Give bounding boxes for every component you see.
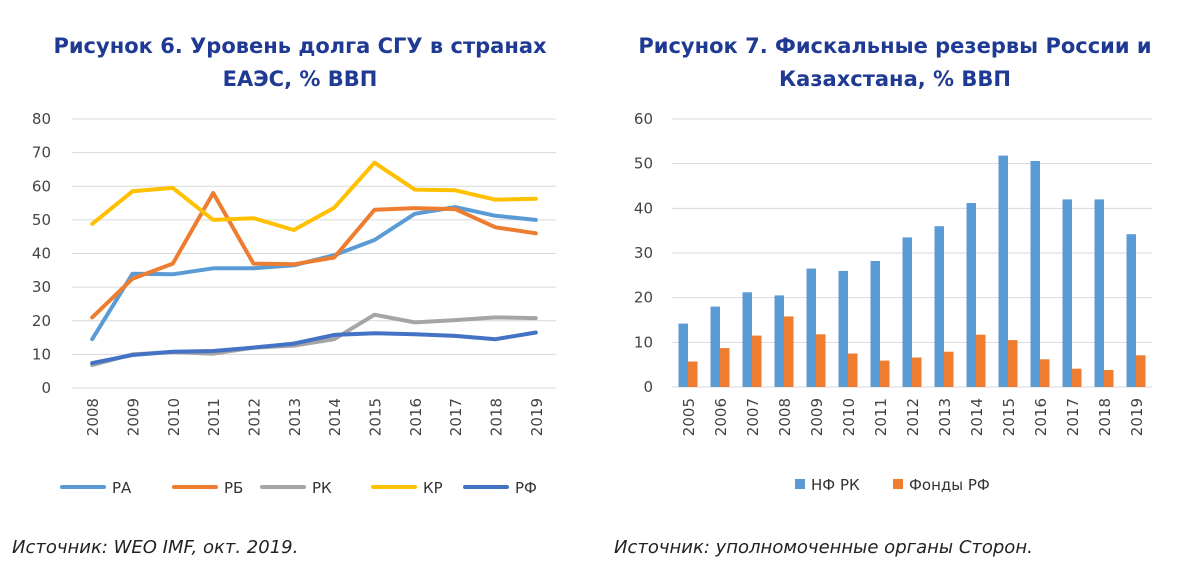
right-x-tick-label: 2006 (712, 398, 730, 436)
left-y-tick-label: 10 (32, 345, 51, 363)
right-chart-title-line2: Казахстана, % ВВП (779, 67, 1011, 91)
right-x-tick-label: 2015 (1000, 398, 1018, 436)
left-chart-title: Рисунок 6. Уровень долга СГУ в странах Е… (20, 30, 580, 96)
bar-НФ РК-2015 (998, 155, 1008, 387)
left-x-tick-label: 2008 (84, 398, 102, 436)
legend-label-КР: КР (423, 479, 443, 497)
series-line-РБ (90, 191, 538, 320)
left-y-tick-label: 60 (32, 177, 51, 195)
series-line-КР (90, 160, 538, 232)
bar-Фонды РФ-2019 (1136, 355, 1146, 387)
right-x-tick-label: 2012 (904, 398, 922, 436)
right-y-tick-label: 30 (634, 244, 653, 262)
left-y-tick-label: 0 (41, 379, 51, 397)
left-chart-source: Источник: WEO IMF, окт. 2019. (12, 537, 299, 558)
bar-НФ РК-2007 (742, 292, 752, 387)
bar-Фонды РФ-2006 (720, 348, 730, 387)
left-y-tick-label: 20 (32, 312, 51, 330)
left-x-tick-label: 2015 (367, 398, 385, 436)
bar-НФ РК-2017 (1062, 199, 1072, 387)
series-line-РФ (90, 330, 538, 366)
bar-НФ РК-2009 (806, 268, 816, 387)
bar-Фонды РФ-2018 (1104, 370, 1114, 387)
right-y-tick-label: 20 (634, 289, 653, 307)
bar-Фонды РФ-2012 (912, 357, 922, 387)
right-x-tick-label: 2008 (776, 398, 794, 436)
left-x-tick-label: 2012 (246, 398, 264, 436)
right-x-tick-label: 2018 (1096, 398, 1114, 436)
left-x-tick-label: 2018 (488, 398, 506, 436)
bar-Фонды РФ-2008 (784, 316, 794, 387)
right-y-tick-label: 40 (634, 199, 653, 217)
bar-НФ РК-2018 (1094, 199, 1104, 387)
right-chart-source: Источник: уполномоченные органы Сторон. (614, 537, 1033, 558)
bar-НФ РК-2010 (838, 270, 848, 387)
left-chart-title-line2: ЕАЭС, % ВВП (222, 67, 378, 91)
right-x-tick-label: 2017 (1064, 398, 1082, 436)
right-x-tick-label: 2011 (872, 398, 890, 436)
bar-Фонды РФ-2005 (688, 361, 698, 387)
left-x-tick-label: 2009 (125, 398, 143, 436)
bar-НФ РК-2005 (678, 323, 688, 387)
right-x-tick-label: 2019 (1128, 398, 1146, 436)
legend-label-РФ: РФ (515, 479, 537, 497)
left-y-tick-label: 50 (32, 211, 51, 229)
bar-Фонды РФ-2014 (976, 334, 986, 387)
right-y-tick-label: 0 (643, 378, 653, 396)
right-x-tick-label: 2013 (936, 398, 954, 436)
bar-Фонды РФ-2017 (1072, 368, 1082, 387)
right-x-tick-label: 2009 (808, 398, 826, 436)
bar-Фонды РФ-2016 (1040, 359, 1050, 387)
bar-НФ РК-2011 (870, 261, 880, 387)
legend-label-Фонды РФ: Фонды РФ (909, 476, 990, 494)
legend-label-РБ: РБ (224, 479, 243, 497)
left-y-tick-label: 70 (32, 144, 51, 162)
left-x-tick-label: 2011 (205, 398, 223, 436)
left-chart-title-line1: Рисунок 6. Уровень долга СГУ в странах (53, 34, 547, 58)
bar-Фонды РФ-2010 (848, 353, 858, 387)
bar-Фонды РФ-2009 (816, 334, 826, 387)
right-x-tick-label: 2010 (840, 398, 858, 436)
right-x-tick-label: 2014 (968, 398, 986, 436)
legend-swatch-Фонды РФ (893, 479, 903, 489)
left-x-tick-label: 2010 (165, 398, 183, 436)
bar-Фонды РФ-2011 (880, 360, 890, 387)
left-x-tick-label: 2013 (286, 398, 304, 436)
bar-НФ РК-2013 (934, 226, 944, 387)
right-x-tick-label: 2005 (680, 398, 698, 436)
right-chart-title-line1: Рисунок 7. Фискальные резервы России и (638, 34, 1152, 58)
right-y-tick-label: 60 (634, 110, 653, 128)
left-x-tick-label: 2014 (326, 398, 344, 436)
bar-Фонды РФ-2007 (752, 335, 762, 387)
left-y-tick-label: 40 (32, 245, 51, 263)
right-x-tick-label: 2007 (744, 398, 762, 436)
left-x-tick-label: 2019 (528, 398, 546, 436)
right-y-tick-label: 50 (634, 155, 653, 173)
bar-НФ РК-2019 (1126, 234, 1136, 387)
bar-НФ РК-2006 (710, 306, 720, 387)
left-x-tick-label: 2017 (447, 398, 465, 436)
bar-Фонды РФ-2015 (1008, 340, 1018, 387)
bar-НФ РК-2012 (902, 237, 912, 387)
left-y-tick-label: 80 (32, 110, 51, 128)
bar-НФ РК-2016 (1030, 161, 1040, 387)
legend-swatch-НФ РК (795, 479, 805, 489)
right-chart-title: Рисунок 7. Фискальные резервы России и К… (590, 30, 1200, 96)
bar-НФ РК-2008 (774, 295, 784, 387)
bar-НФ РК-2014 (966, 203, 976, 387)
left-y-tick-label: 30 (32, 278, 51, 296)
left-x-tick-label: 2016 (407, 398, 425, 436)
bar-Фонды РФ-2013 (944, 351, 954, 387)
right-x-tick-label: 2016 (1032, 398, 1050, 436)
legend-label-НФ РК: НФ РК (811, 476, 860, 494)
legend-label-РА: РА (112, 479, 132, 497)
right-y-tick-label: 10 (634, 333, 653, 351)
legend-label-РК: РК (312, 479, 332, 497)
